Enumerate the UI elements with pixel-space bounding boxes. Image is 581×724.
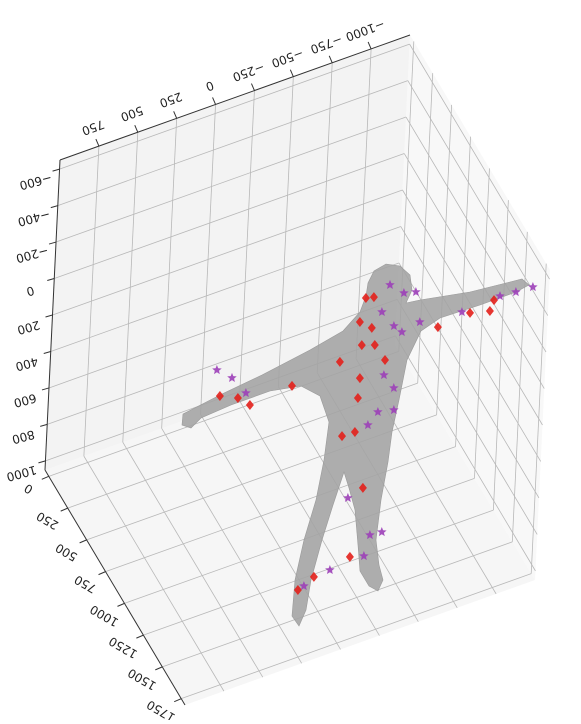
- tick-mark: [49, 242, 56, 244]
- z-tick-label: 750: [72, 572, 99, 596]
- tick-mark: [47, 279, 54, 281]
- z-tick-label: 250: [34, 509, 61, 533]
- x-tick-label: −750: [309, 32, 345, 56]
- tick-mark: [135, 125, 138, 132]
- tick-mark: [51, 206, 58, 208]
- y-tick-label: 0: [25, 283, 36, 299]
- z-tick-label: 0: [22, 481, 36, 497]
- y-tick-label: 1000: [5, 463, 38, 484]
- y-tick-label: 200: [16, 318, 42, 337]
- tick-mark: [136, 635, 143, 638]
- tick-mark: [53, 169, 60, 171]
- tick-mark: [44, 351, 51, 353]
- tick-mark: [61, 508, 68, 511]
- y-tick-label: −400: [16, 207, 51, 229]
- z-tick-label: 1500: [125, 666, 158, 693]
- page: {"chart_data": { "type": "scatter3d", "x…: [0, 0, 581, 720]
- tick-mark: [155, 667, 162, 670]
- tick-mark: [174, 111, 177, 118]
- y-tick-label: 800: [10, 427, 36, 446]
- tick-mark: [117, 603, 124, 606]
- tick-mark: [42, 476, 49, 479]
- tick-mark: [38, 461, 45, 463]
- z-tick-label: 500: [53, 541, 80, 565]
- tick-mark: [329, 56, 332, 63]
- y-tick-label: −200: [14, 244, 49, 266]
- tick-mark: [42, 388, 49, 390]
- x-tick-label: 250: [158, 89, 184, 110]
- x-tick-label: 500: [119, 103, 145, 124]
- x-tick-label: 0: [204, 78, 216, 94]
- x-tick-label: −250: [231, 60, 267, 84]
- z-tick-label: 1000: [87, 602, 120, 629]
- tick-mark: [96, 139, 99, 146]
- tick-mark: [290, 70, 293, 77]
- z-tick-label: 1750: [144, 697, 177, 720]
- tick-mark: [40, 424, 47, 426]
- x-tick-label: −1000: [344, 17, 387, 44]
- tick-mark: [368, 42, 371, 49]
- y-tick-label: 600: [12, 391, 38, 410]
- x-tick-label: −500: [270, 46, 306, 70]
- y-tick-label: −600: [18, 171, 53, 193]
- tick-mark: [251, 84, 254, 91]
- tick-mark: [174, 699, 181, 702]
- tick-mark: [213, 97, 216, 104]
- tick-mark: [46, 315, 53, 317]
- y-tick-label: 400: [14, 354, 40, 373]
- x-tick-label: 750: [80, 117, 106, 138]
- tick-mark: [99, 572, 106, 575]
- z-tick-label: 1250: [106, 634, 139, 661]
- tick-mark: [80, 540, 87, 543]
- chart: −1000−750−500−250 0 250 500 750 −600 −400 −200 0…: [0, 0, 581, 720]
